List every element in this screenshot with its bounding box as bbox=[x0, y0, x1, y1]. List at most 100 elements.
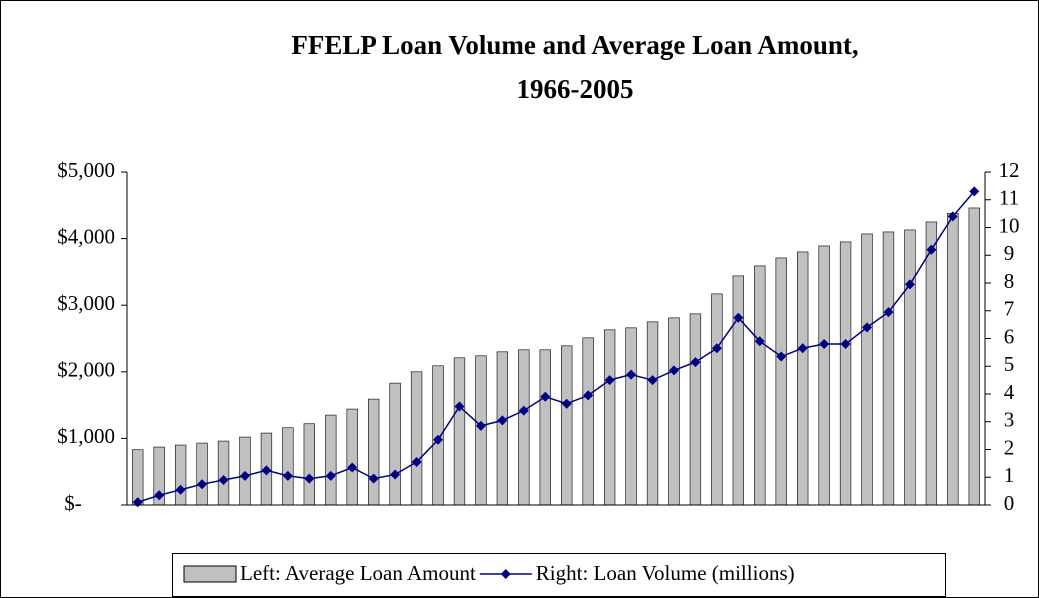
line-marker bbox=[154, 490, 165, 501]
legend-label: Right: Loan Volume (millions) bbox=[536, 561, 795, 585]
line-marker bbox=[626, 369, 637, 380]
line-marker bbox=[197, 479, 208, 490]
line-marker bbox=[475, 420, 486, 431]
bar bbox=[818, 245, 830, 506]
bar bbox=[410, 371, 423, 506]
line-marker bbox=[604, 375, 615, 386]
line-marker bbox=[175, 484, 186, 495]
y2-tick-label: 10 bbox=[999, 213, 1020, 237]
y2-tick-label: 8 bbox=[1004, 269, 1015, 293]
line-marker bbox=[390, 469, 401, 480]
line-marker bbox=[883, 307, 894, 318]
line-marker bbox=[261, 465, 272, 476]
line-marker bbox=[368, 473, 379, 484]
y2-tick-label: 1 bbox=[1004, 463, 1015, 487]
line-marker bbox=[518, 405, 529, 416]
bar bbox=[389, 382, 401, 506]
bar bbox=[797, 251, 809, 506]
bar bbox=[132, 449, 144, 506]
bar bbox=[625, 327, 637, 506]
bar bbox=[196, 442, 208, 506]
y2-tick-label: 7 bbox=[1004, 297, 1015, 321]
bar bbox=[861, 233, 873, 506]
line-marker bbox=[711, 343, 722, 354]
bar bbox=[925, 221, 938, 506]
y-tick-label: $4,000 bbox=[57, 224, 115, 248]
line-marker bbox=[347, 462, 358, 473]
line-marker bbox=[947, 211, 958, 222]
bar bbox=[539, 349, 551, 506]
y2-tick-label: 5 bbox=[1004, 352, 1015, 376]
bar bbox=[646, 321, 659, 506]
line bbox=[137, 190, 975, 503]
legend-label: Left: Average Loan Amount bbox=[240, 561, 476, 585]
line-marker bbox=[840, 339, 851, 350]
y2-tick-label: 11 bbox=[999, 186, 1019, 210]
bar bbox=[518, 349, 530, 506]
y2-tick-label: 9 bbox=[1004, 241, 1015, 265]
line-marker bbox=[819, 339, 830, 350]
bar bbox=[904, 229, 916, 506]
line-marker bbox=[433, 434, 444, 445]
legend-swatch bbox=[183, 565, 237, 583]
chart-title: FFELP Loan Volume and Average Loan Amoun… bbox=[291, 30, 858, 60]
y2-tick-label: 2 bbox=[1004, 435, 1015, 459]
y-tick-label: $- bbox=[64, 491, 82, 515]
bar bbox=[496, 351, 509, 506]
bar bbox=[668, 317, 680, 506]
bar bbox=[368, 398, 380, 506]
bar bbox=[839, 241, 852, 506]
y-tick-label: $5,000 bbox=[57, 158, 115, 182]
bar bbox=[561, 345, 573, 506]
bar bbox=[325, 414, 337, 506]
line-marker bbox=[497, 415, 508, 426]
bar bbox=[689, 313, 702, 506]
line-marker bbox=[218, 475, 229, 486]
line-marker bbox=[797, 343, 808, 354]
line-marker bbox=[668, 365, 679, 376]
bar bbox=[732, 275, 744, 506]
bar bbox=[346, 408, 358, 506]
line-marker bbox=[540, 391, 551, 402]
line-marker bbox=[454, 401, 465, 412]
line-marker bbox=[904, 279, 915, 290]
bar bbox=[711, 293, 723, 506]
line-marker bbox=[561, 398, 572, 409]
bar bbox=[453, 357, 466, 506]
legend-marker bbox=[500, 569, 511, 579]
line-marker bbox=[690, 357, 701, 368]
bar bbox=[754, 265, 766, 506]
y2-tick-label: 12 bbox=[999, 158, 1020, 182]
line-marker bbox=[583, 390, 594, 401]
line-marker bbox=[969, 186, 980, 197]
bar bbox=[968, 207, 980, 506]
bar bbox=[603, 329, 616, 506]
line-marker bbox=[647, 375, 658, 386]
bar bbox=[217, 440, 230, 506]
bar bbox=[174, 444, 187, 506]
y2-tick-label: 0 bbox=[1004, 491, 1015, 515]
bar bbox=[582, 337, 594, 506]
line-marker bbox=[926, 244, 937, 255]
bar bbox=[303, 423, 315, 506]
y-tick-label: $1,000 bbox=[57, 424, 115, 448]
line-marker bbox=[239, 470, 250, 481]
bar bbox=[775, 257, 787, 506]
line-marker bbox=[733, 312, 744, 323]
bar bbox=[882, 231, 895, 506]
line-marker bbox=[411, 456, 422, 467]
y2-tick-label: 6 bbox=[1004, 324, 1015, 348]
y2-tick-label: 4 bbox=[1004, 380, 1015, 404]
line-marker bbox=[862, 322, 873, 333]
y-tick-label: $2,000 bbox=[57, 358, 115, 382]
legend-box bbox=[172, 553, 946, 597]
bar bbox=[282, 427, 294, 506]
chart-title: 1966-2005 bbox=[517, 74, 634, 104]
line-marker bbox=[776, 351, 787, 362]
line-marker bbox=[754, 336, 765, 347]
line-marker bbox=[282, 470, 293, 481]
line-marker bbox=[325, 470, 336, 481]
y-tick-label: $3,000 bbox=[57, 291, 115, 315]
bar bbox=[947, 212, 959, 506]
